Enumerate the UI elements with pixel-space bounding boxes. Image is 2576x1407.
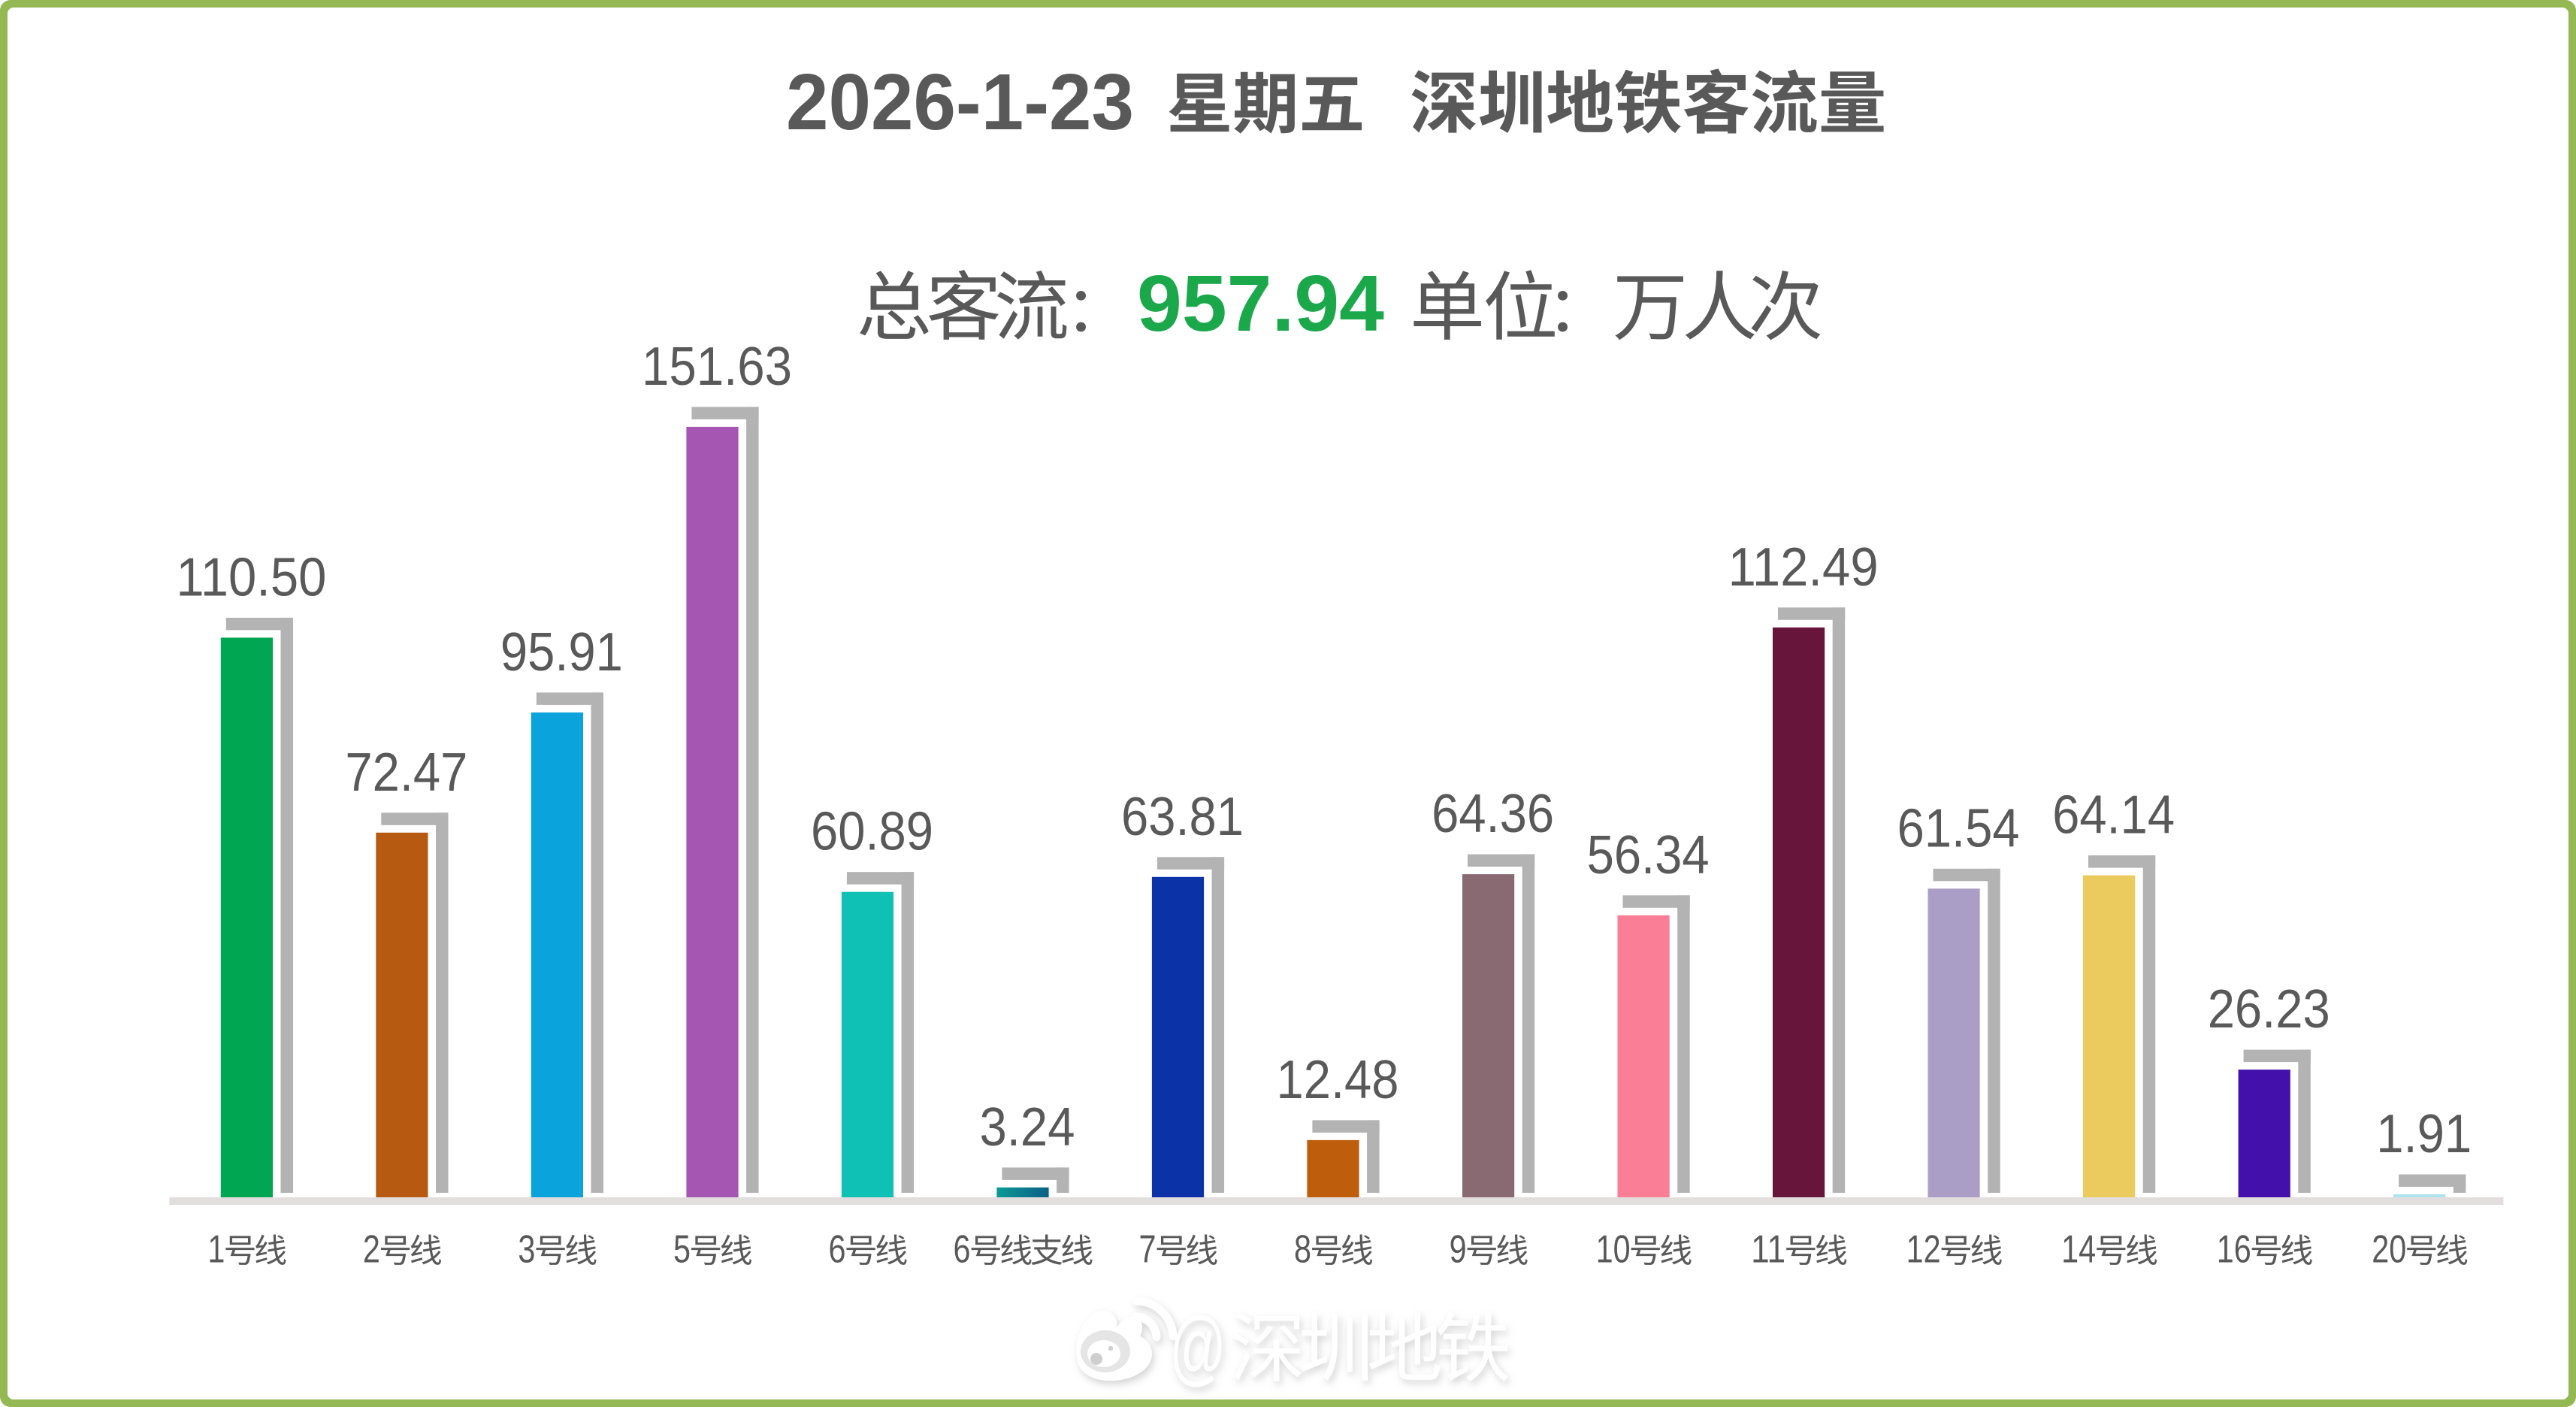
svg-text:63.81: 63.81 bbox=[1121, 787, 1244, 847]
svg-text:2: 2 bbox=[363, 1228, 380, 1272]
svg-text:26.23: 26.23 bbox=[2208, 979, 2330, 1039]
svg-text:151.63: 151.63 bbox=[642, 337, 792, 397]
svg-text:112.49: 112.49 bbox=[1728, 537, 1879, 598]
svg-text:61.54: 61.54 bbox=[1897, 798, 2020, 858]
svg-text:95.91: 95.91 bbox=[500, 622, 623, 682]
svg-text:11: 11 bbox=[1751, 1228, 1785, 1272]
svg-text:12: 12 bbox=[1906, 1228, 1941, 1272]
svg-text:64.14: 64.14 bbox=[2052, 785, 2175, 846]
svg-text:1.91: 1.91 bbox=[2376, 1104, 2472, 1164]
svg-text:3: 3 bbox=[518, 1228, 535, 1272]
svg-text:10: 10 bbox=[1596, 1228, 1631, 1272]
svg-text:14: 14 bbox=[2061, 1228, 2096, 1272]
svg-text:6: 6 bbox=[954, 1228, 971, 1272]
svg-text:16: 16 bbox=[2217, 1228, 2251, 1272]
svg-text:@: @ bbox=[1169, 1300, 1226, 1393]
svg-text:2026-1-23: 2026-1-23 bbox=[786, 58, 1134, 147]
svg-text:957.94: 957.94 bbox=[1137, 259, 1384, 348]
svg-text:9: 9 bbox=[1450, 1228, 1467, 1272]
svg-text:110.50: 110.50 bbox=[176, 547, 326, 607]
svg-text:3.24: 3.24 bbox=[980, 1097, 1075, 1157]
svg-text:20: 20 bbox=[2372, 1228, 2406, 1272]
svg-text:8: 8 bbox=[1294, 1228, 1311, 1272]
svg-text:1: 1 bbox=[207, 1228, 225, 1272]
svg-text:6: 6 bbox=[829, 1228, 846, 1272]
svg-text:60.89: 60.89 bbox=[811, 802, 933, 862]
svg-text:5: 5 bbox=[673, 1228, 691, 1272]
svg-text:72.47: 72.47 bbox=[345, 743, 467, 803]
svg-text:56.34: 56.34 bbox=[1587, 825, 1710, 885]
svg-text:7: 7 bbox=[1139, 1228, 1156, 1272]
svg-text:64.36: 64.36 bbox=[1432, 784, 1554, 844]
svg-text:12.48: 12.48 bbox=[1277, 1050, 1399, 1110]
